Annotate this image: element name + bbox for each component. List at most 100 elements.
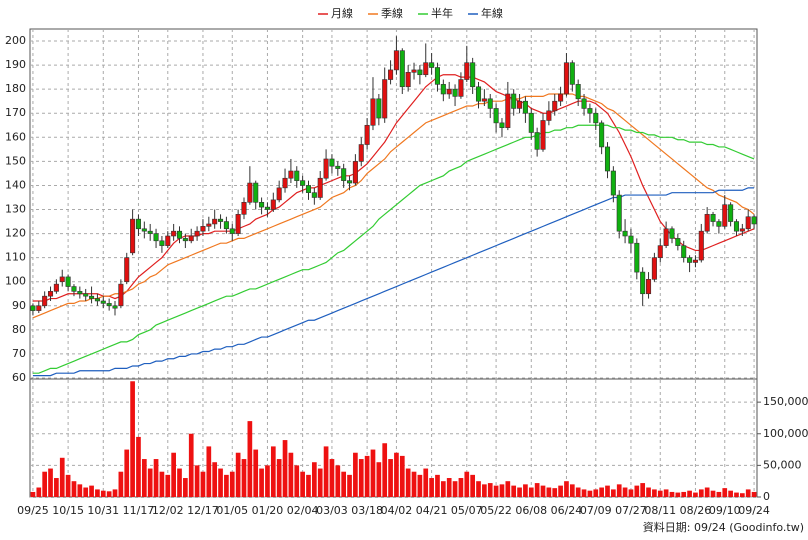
x-tick-label: 12/17 [187, 504, 219, 517]
volume-bar [552, 488, 558, 497]
candle-body [159, 240, 165, 246]
candle-body [305, 185, 312, 193]
volume-bar [528, 487, 534, 497]
candle-body [364, 124, 370, 145]
candle-body [388, 69, 394, 80]
candle-body [83, 293, 89, 297]
volume-bar [42, 471, 48, 497]
volume-bar [739, 493, 745, 497]
y-tick-label: 120 [5, 227, 26, 240]
volume-bar [259, 468, 264, 497]
candle-body [522, 100, 528, 114]
volume-bar [276, 459, 282, 497]
candle-body [440, 84, 446, 95]
volume-bar [476, 481, 481, 497]
volume-bar [171, 452, 176, 497]
y-tick-label: 70 [12, 347, 26, 360]
volume-bar [382, 443, 388, 497]
candle-body [675, 238, 681, 246]
candle-body [393, 50, 399, 71]
volume-bar [593, 489, 599, 497]
volume-bar [183, 478, 188, 497]
volume-bar [646, 487, 651, 497]
volume-bar [247, 421, 253, 497]
volume-bar [417, 474, 423, 497]
volume-bar [241, 459, 247, 497]
candle-body [581, 98, 587, 109]
volume-bar [312, 462, 317, 497]
volume-bar [394, 452, 399, 497]
candle-body [399, 50, 405, 88]
volume-bar [59, 457, 65, 497]
ma-line [32, 74, 755, 302]
candle-body [429, 62, 435, 68]
volume-bar [253, 449, 259, 497]
legend-label: 年線 [481, 6, 503, 20]
volume-bar [640, 483, 646, 497]
volume-bar [65, 474, 71, 497]
volume-bar [722, 488, 728, 497]
volume-bar [728, 490, 733, 497]
x-tick-label: 02/04 [287, 504, 319, 517]
volume-bar [657, 490, 663, 497]
volume-bar [265, 465, 270, 497]
candle-body [417, 69, 423, 76]
candle-body [552, 100, 558, 112]
candle-body [511, 93, 517, 109]
volume-bar [523, 484, 528, 497]
ma-line [32, 187, 755, 377]
volume-bar [411, 471, 417, 497]
volume-bar [446, 478, 452, 497]
candle-body [458, 79, 464, 97]
candle-body [188, 235, 194, 242]
volume-bar [423, 468, 429, 497]
volume-bar [663, 489, 669, 497]
candle-body [558, 93, 564, 102]
volume-bar [353, 452, 358, 497]
volume-bar [405, 468, 411, 497]
volume-bar [159, 471, 165, 497]
candle-body [194, 230, 200, 237]
candle-body [610, 170, 616, 196]
candle-body [470, 62, 476, 88]
volume-bar [605, 485, 610, 497]
volume-bar [300, 471, 305, 497]
candle-body [118, 283, 124, 307]
candle-body [335, 165, 341, 169]
candle-body [288, 170, 294, 179]
volume-bar [616, 484, 622, 497]
volume-tick-label: 50,000 [763, 458, 802, 471]
volume-bar [306, 474, 311, 497]
volume-bar [534, 483, 540, 497]
candle-body [505, 93, 511, 128]
volume-bar [282, 440, 288, 497]
volume-bar [106, 491, 112, 497]
candle-body [89, 295, 95, 299]
candle-body [124, 257, 130, 283]
volume-bar [130, 381, 135, 497]
volume-bar [341, 471, 347, 497]
volume-bar [569, 484, 575, 497]
volume-bar [505, 481, 511, 497]
volume-bar [358, 459, 364, 497]
candle-body [212, 218, 218, 225]
candle-body [434, 67, 440, 85]
candle-body [716, 221, 722, 227]
candle-body [704, 214, 710, 232]
volume-bar [710, 490, 716, 497]
y-tick-label: 140 [5, 178, 26, 191]
candle-body [745, 216, 751, 230]
volume-bar [452, 481, 458, 497]
volume-bar [634, 485, 640, 497]
x-tick-label: 03/18 [351, 504, 383, 517]
volume-bar [212, 462, 218, 497]
candle-body [751, 216, 757, 225]
candle-body [106, 303, 112, 307]
volume-bar [493, 485, 499, 497]
x-tick-label: 05/22 [480, 504, 512, 517]
candle-body [692, 259, 698, 263]
volume-bar [153, 459, 159, 497]
candle-body [165, 235, 171, 246]
volume-bar [575, 487, 581, 497]
volume-bar [270, 446, 276, 497]
